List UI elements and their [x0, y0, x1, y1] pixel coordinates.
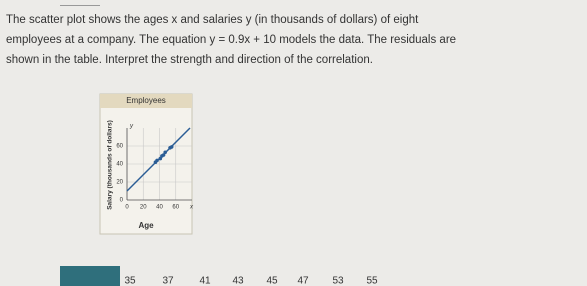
y-tick-label: 20 — [116, 180, 123, 186]
table-cell: 43 — [232, 276, 244, 286]
x-tick-label: 20 — [140, 205, 147, 211]
x-tick-label: 60 — [172, 205, 179, 211]
table-cell: 55 — [366, 276, 378, 286]
table-cell: 45 — [266, 276, 278, 286]
x-tick-label: 0 — [125, 205, 129, 211]
y-axis-label: Salary (thousands of dollars) — [107, 120, 114, 210]
table-cell: 47 — [297, 276, 309, 286]
point — [155, 158, 159, 163]
top-rule — [60, 5, 100, 6]
table-cell: 53 — [332, 276, 344, 286]
chart-title: Employees — [126, 96, 166, 105]
table-cell: 41 — [199, 276, 211, 286]
y-tick-label: 40 — [116, 162, 123, 168]
y-tick-label: 0 — [120, 198, 124, 204]
problem-line: shown in the table. Interpret the streng… — [6, 54, 373, 66]
point — [161, 153, 166, 157]
y-tick-label: 60 — [116, 144, 123, 150]
table-cell: 37 — [162, 276, 174, 286]
chart-header — [100, 94, 192, 108]
table-cell: 35 — [124, 276, 136, 286]
problem-line: The scatter plot shows the ages x and sa… — [6, 14, 419, 26]
table-header — [60, 266, 120, 286]
point — [169, 145, 174, 149]
problem-line: employees at a company. The equation y =… — [6, 34, 457, 46]
point — [158, 156, 163, 161]
y-axis-letter: y — [129, 124, 134, 130]
x-axis-label: Age — [138, 221, 154, 230]
point — [163, 150, 167, 155]
x-axis-letter: x — [189, 205, 194, 211]
x-tick-label: 40 — [156, 205, 163, 211]
